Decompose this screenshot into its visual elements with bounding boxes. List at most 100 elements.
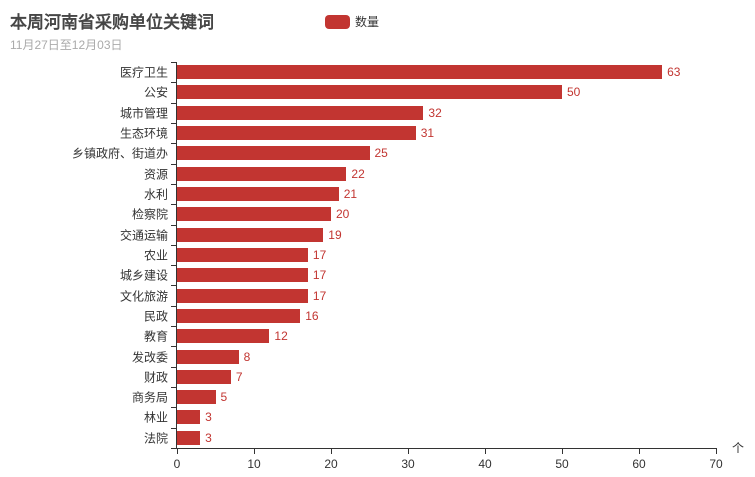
chart-subtitle: 11月27日至12月03日 [10, 38, 123, 52]
bar[interactable] [177, 207, 331, 222]
bar[interactable] [177, 430, 201, 445]
category-label: 交通运输 [119, 228, 168, 243]
value-label: 25 [374, 146, 388, 161]
y-axis-tick [171, 183, 177, 185]
bar[interactable] [177, 247, 308, 262]
bar[interactable] [177, 308, 301, 323]
category-label: 商务局 [131, 390, 168, 405]
x-axis-tick [331, 448, 332, 454]
bar-row: 资源 22 [144, 164, 716, 184]
value-label: 17 [312, 268, 327, 283]
value-label: 32 [428, 105, 442, 120]
value-label: 17 [312, 247, 327, 262]
bar[interactable] [177, 390, 216, 405]
value-label: 50 [567, 85, 581, 100]
y-axis-tick [171, 346, 177, 348]
category-label: 城乡建设 [119, 268, 168, 283]
x-axis-tick-label: 20 [324, 457, 338, 471]
x-axis-tick-label: 50 [555, 457, 569, 471]
y-axis-tick [171, 102, 177, 104]
x-axis-tick [716, 448, 717, 454]
y-axis-tick [171, 143, 177, 145]
category-label: 检察院 [131, 207, 168, 222]
bar[interactable] [177, 146, 370, 161]
bar-row: 医疗卫生 63 [120, 62, 716, 82]
category-label: 城市管理 [119, 106, 168, 121]
category-label: 乡镇政府、街道办 [71, 146, 168, 161]
value-label: 31 [420, 126, 435, 141]
bar[interactable] [177, 85, 562, 100]
bar-row: 检察院 20 [132, 204, 716, 224]
category-label: 财政 [143, 370, 168, 385]
category-label: 发改委 [131, 350, 168, 365]
bar-row: 乡镇政府、街道办 25 [72, 143, 716, 163]
bar-row: 商务局 5 [132, 387, 716, 407]
x-axis-tick [485, 448, 486, 454]
x-axis-tick [562, 448, 563, 454]
y-axis-tick [171, 244, 177, 246]
y-axis-tick [171, 265, 177, 267]
bar-row: 交通运输 19 [120, 225, 716, 245]
y-axis-tick [171, 387, 177, 389]
bar[interactable] [177, 349, 239, 364]
y-axis-tick [171, 366, 177, 368]
bar-row: 发改委 8 [132, 346, 716, 366]
value-label: 7 [235, 369, 243, 384]
value-label: 3 [205, 410, 212, 425]
x-axis-tick-label: 70 [709, 457, 723, 471]
bar-row: 公安 50 [144, 82, 716, 102]
bar[interactable] [177, 166, 347, 181]
y-axis-tick [171, 326, 177, 328]
x-axis-tick [177, 448, 178, 454]
y-axis-tick [171, 407, 177, 409]
y-axis-tick [171, 224, 177, 226]
value-label: 21 [343, 187, 358, 202]
category-label: 民政 [143, 309, 168, 324]
bar-row: 农业 17 [144, 245, 716, 265]
category-label: 教育 [143, 329, 168, 344]
bar-row: 生态环境 31 [120, 123, 716, 143]
x-axis-tick [639, 448, 640, 454]
category-label: 水利 [143, 187, 168, 202]
legend-item-quantity[interactable]: 数量 [325, 13, 379, 30]
bar[interactable] [177, 329, 270, 344]
chart-title: 本周河南省采购单位关键词 [10, 13, 214, 32]
bar[interactable] [177, 288, 308, 303]
y-axis-tick [171, 62, 177, 63]
bar-row: 教育 12 [144, 326, 716, 346]
bar[interactable] [177, 187, 339, 202]
x-axis-tick [254, 448, 255, 454]
bar[interactable] [177, 410, 201, 425]
y-axis-tick [171, 82, 177, 84]
value-label: 20 [336, 207, 350, 222]
x-axis-tick-label: 0 [173, 457, 181, 471]
legend-label: 数量 [355, 15, 380, 29]
category-label: 公安 [143, 85, 168, 100]
value-label: 22 [351, 166, 365, 181]
bar[interactable] [177, 65, 663, 80]
value-label: 12 [274, 329, 288, 344]
bar[interactable] [177, 126, 416, 141]
y-axis-tick [171, 163, 177, 165]
category-label: 生态环境 [119, 126, 168, 141]
value-label: 16 [305, 308, 319, 323]
value-label: 17 [312, 288, 327, 303]
bar[interactable] [177, 268, 308, 283]
value-label: 19 [328, 227, 342, 242]
y-axis-tick [171, 448, 177, 449]
bar-rows: 医疗卫生 63 公安 50 城市管理 32 生态环境 31 乡镇政府、街道办 25 资源 22 水利 21… [72, 62, 716, 448]
category-label: 文化旅游 [119, 289, 168, 304]
value-label: 8 [243, 349, 251, 364]
bar[interactable] [177, 105, 424, 120]
bar-row: 财政 7 [144, 367, 716, 387]
bar-row: 城市管理 32 [120, 103, 716, 123]
x-axis-tick-label: 40 [478, 457, 492, 471]
y-axis-tick [171, 427, 177, 429]
bar[interactable] [177, 227, 324, 242]
category-label: 法院 [143, 431, 168, 446]
y-axis-tick [171, 204, 177, 206]
bar[interactable] [177, 369, 231, 384]
x-axis-tick [408, 448, 409, 454]
plot-area: 医疗卫生 63 公安 50 城市管理 32 生态环境 31 乡镇政府、街道办 25 资源 22 水利 21… [72, 62, 744, 471]
